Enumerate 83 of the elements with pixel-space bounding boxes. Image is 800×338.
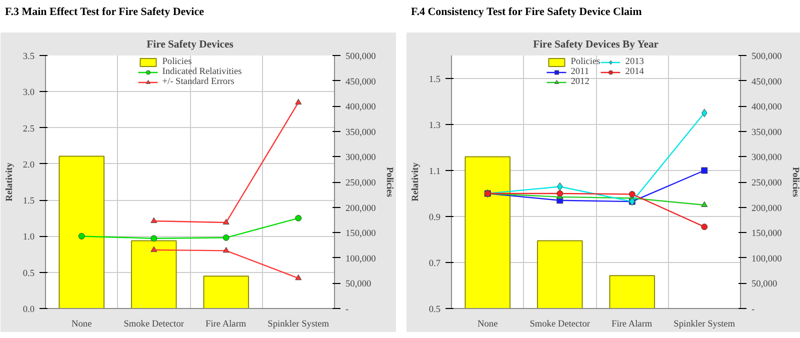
y2-tick-label: 50,000 xyxy=(752,280,778,290)
x-tick-label: Fire Alarm xyxy=(206,320,247,330)
y2-tick-label: 400,000 xyxy=(346,102,376,113)
x-tick-label: Smoke Detector xyxy=(124,320,185,330)
y-tick-label: 3.0 xyxy=(22,88,35,98)
x-tick-label: None xyxy=(478,320,498,330)
bar xyxy=(130,240,177,308)
legend-label: 2013 xyxy=(625,57,645,67)
chart-subtitle: Fire Safety Devices xyxy=(146,40,234,50)
y-tick-label: 1.3 xyxy=(428,121,441,131)
point xyxy=(628,190,636,198)
legend-label: +/- Standard Errors xyxy=(162,77,234,87)
bar xyxy=(464,156,511,308)
y-tick-label: 1.1 xyxy=(428,167,441,177)
bar xyxy=(609,275,656,308)
legend-label: Indicated Relativities xyxy=(162,67,242,77)
bar xyxy=(203,276,250,308)
point xyxy=(701,167,708,174)
point xyxy=(150,217,158,224)
point xyxy=(295,214,302,222)
x-tick-label: Fire Alarm xyxy=(612,320,653,330)
y2-tick-label: - xyxy=(346,305,349,315)
y-tick-label: 0.7 xyxy=(428,259,441,269)
bar xyxy=(536,240,583,308)
chart-title: F.3 Main Effect Test for Fire Safety Device xyxy=(5,5,204,20)
y2-tick-label: 50,000 xyxy=(346,280,372,290)
x-tick-label: Spinkler System xyxy=(674,320,736,330)
y-tick-label: 1.0 xyxy=(22,232,35,243)
y2-tick-label: - xyxy=(752,305,755,315)
y2-axis-title: Policies xyxy=(384,166,394,198)
y2-tick-label: 350,000 xyxy=(346,128,376,138)
y2-tick-label: 500,000 xyxy=(752,52,782,62)
y2-tick-label: 150,000 xyxy=(752,229,782,240)
y2-tick-label: 250,000 xyxy=(752,178,782,188)
legend-label: Policies xyxy=(162,57,192,67)
point xyxy=(701,108,708,118)
chart-title: F.4 Consistency Test for Fire Safety Device Claim xyxy=(411,5,642,20)
y-tick-label: 0.5 xyxy=(22,268,35,279)
y2-tick-label: 450,000 xyxy=(752,77,782,88)
y2-tick-label: 350,000 xyxy=(752,128,782,138)
x-tick-label: Spinkler System xyxy=(268,320,330,330)
point xyxy=(222,234,230,241)
y-tick-label: 1.5 xyxy=(428,75,441,85)
point xyxy=(701,201,708,207)
y2-tick-label: 450,000 xyxy=(346,77,376,88)
legend-label: Policies xyxy=(570,57,600,67)
point xyxy=(222,218,230,224)
y2-tick-label: 200,000 xyxy=(752,204,782,214)
point xyxy=(556,190,564,197)
y-tick-label: 3.5 xyxy=(22,52,35,62)
point xyxy=(222,246,230,253)
legend-label: 2011 xyxy=(570,67,590,77)
y2-tick-label: 150,000 xyxy=(346,229,376,240)
y-axis-title: Relativity xyxy=(4,162,15,202)
y2-tick-label: 500,000 xyxy=(346,52,376,62)
point xyxy=(701,224,708,230)
point xyxy=(295,274,302,280)
legend-label: 2014 xyxy=(625,67,645,77)
x-tick-label: Smoke Detector xyxy=(530,320,591,330)
y-tick-label: 2.5 xyxy=(22,124,35,134)
y2-tick-label: 100,000 xyxy=(752,254,782,264)
bar xyxy=(58,156,105,308)
x-tick-label: None xyxy=(72,320,92,330)
point xyxy=(150,235,158,242)
y-tick-label: 2.0 xyxy=(22,160,35,170)
y2-tick-label: 300,000 xyxy=(346,153,376,164)
y2-tick-label: 300,000 xyxy=(752,153,782,164)
y2-axis-title: Policies xyxy=(790,166,800,198)
y2-tick-label: 100,000 xyxy=(346,254,376,264)
point xyxy=(295,98,302,104)
chart-subtitle: Fire Safety Devices By Year xyxy=(533,40,659,50)
point xyxy=(150,246,158,252)
y2-tick-label: 400,000 xyxy=(752,102,782,113)
y-tick-label: 0.9 xyxy=(428,213,441,223)
y2-tick-label: 250,000 xyxy=(346,178,376,188)
point xyxy=(78,232,85,240)
point xyxy=(556,182,563,191)
y2-tick-label: 200,000 xyxy=(346,204,376,214)
y-tick-label: 0.0 xyxy=(22,305,35,315)
y-axis-title: Relativity xyxy=(410,162,421,202)
y-tick-label: 1.5 xyxy=(22,196,35,207)
legend-label: 2012 xyxy=(570,77,590,87)
y-tick-label: 0.5 xyxy=(428,305,441,315)
